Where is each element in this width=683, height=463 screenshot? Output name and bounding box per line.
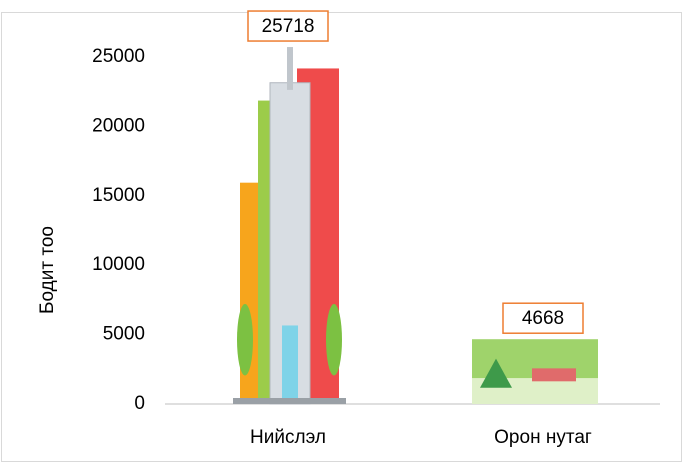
building-part [282, 325, 298, 404]
y-tick-label: 0 [134, 393, 145, 414]
y-tick-label: 20000 [92, 115, 145, 136]
building-part [237, 304, 253, 376]
building-part [326, 304, 342, 376]
data-label: 25718 [262, 16, 315, 37]
y-axis-label: Бодит тоо [37, 226, 58, 314]
y-tick-label: 5000 [103, 324, 145, 345]
y-tick-label: 10000 [92, 254, 145, 275]
bar [472, 339, 598, 404]
land-part [480, 358, 512, 388]
data-label-box [502, 302, 584, 334]
bar [233, 47, 346, 405]
x-tick-label: Орон нутаг [494, 427, 592, 448]
data-label-box [247, 10, 329, 42]
y-tick-label: 15000 [92, 185, 145, 206]
data-label: 4668 [522, 308, 564, 329]
building-part [233, 398, 346, 404]
building-part [287, 47, 293, 90]
y-tick-label: 25000 [92, 46, 145, 67]
x-tick-label: Нийслэл [250, 427, 326, 448]
land-part [532, 368, 576, 382]
